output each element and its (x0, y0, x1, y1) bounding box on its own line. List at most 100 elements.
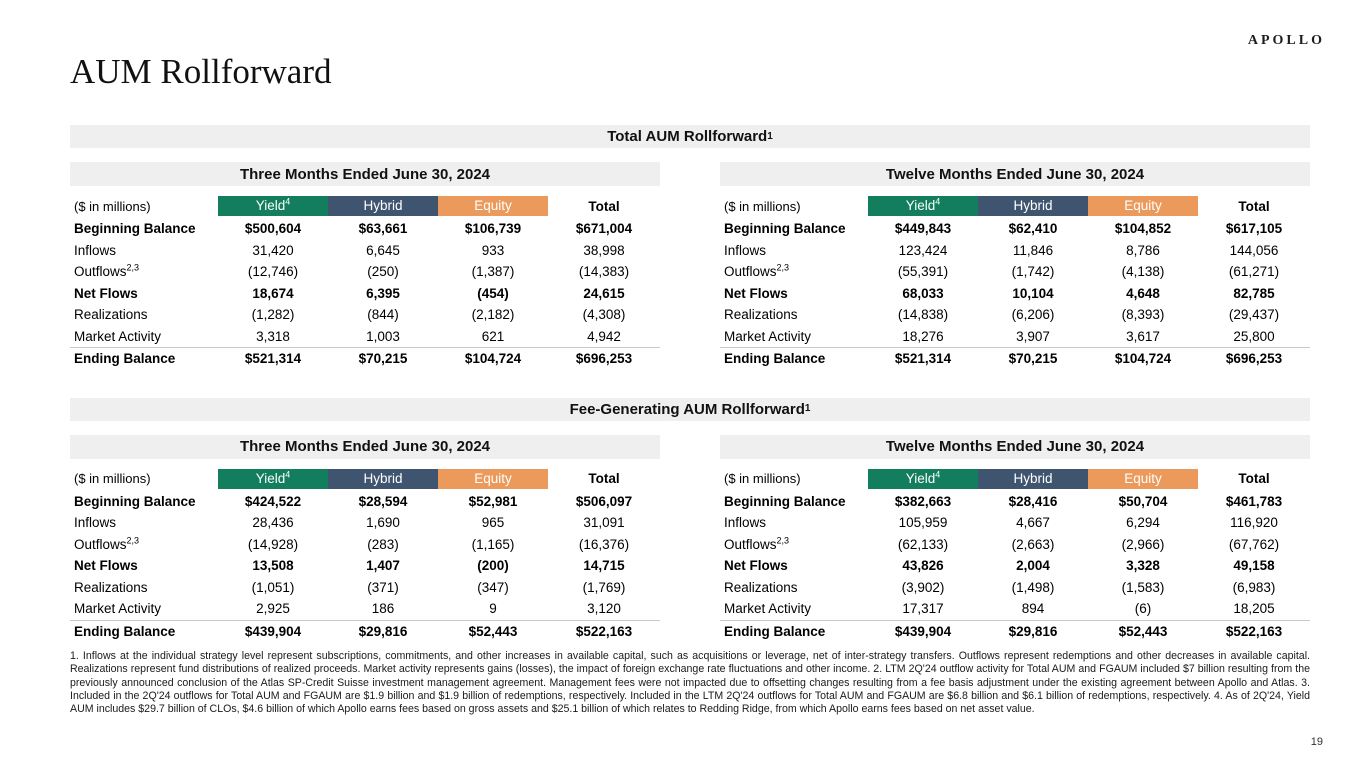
footnotes: 1. Inflows at the individual strategy le… (70, 650, 1310, 716)
row-label: Beginning Balance (74, 221, 196, 237)
column-header-yield: Yield4 (218, 196, 328, 216)
table-row: Net Flows 13,508 1,407 (200) 14,715 (70, 555, 660, 577)
unit-label: ($ in millions) (724, 198, 801, 214)
table-row: Net Flows 43,826 2,004 3,328 49,158 (720, 555, 1310, 577)
table-row: Inflows 28,436 1,690 965 31,091 (70, 512, 660, 534)
table-row: Ending Balance $439,904 $29,816 $52,443 $522… (720, 619, 1310, 643)
table-row: Ending Balance $521,314 $70,215 $104,724 $69… (720, 347, 1310, 370)
column-header-hybrid: Hybrid (978, 468, 1088, 489)
cell-value: 3,907 (1016, 328, 1050, 344)
table-row: Ending Balance $439,904 $29,816 $52,443 $522… (70, 619, 660, 643)
cell-value: 8,786 (1126, 242, 1160, 258)
table-total-aum-three-months: Three Months Ended June 30, 2024 ($ in m… (70, 162, 660, 370)
cell-value: $29,816 (358, 623, 408, 639)
row-label: Inflows (724, 242, 767, 258)
row-label: Beginning Balance (74, 493, 196, 509)
column-header-equity: Equity (1088, 196, 1198, 216)
cell-value: $424,522 (244, 493, 302, 509)
table-row: Outflows2,3 (62,133) (2,663) (2,966) (67,762… (720, 534, 1310, 556)
table-row: Beginning Balance $449,843 $62,410 $104,852… (720, 218, 1310, 240)
cell-value: (1,498) (1011, 579, 1055, 595)
cell-value: (1,282) (251, 307, 295, 323)
cell-value: 965 (481, 515, 505, 531)
table-row: Market Activity 3,318 1,003 621 4,942 (70, 326, 660, 348)
cell-value: 43,826 (902, 558, 944, 574)
column-header-total: Total (588, 198, 620, 214)
column-header-equity: Equity (438, 468, 548, 489)
cell-value: $696,253 (1225, 351, 1283, 367)
column-header-row: ($ in millions) Yield4 Hybrid Equity Total (720, 196, 1310, 216)
cell-value: $104,724 (1114, 351, 1172, 367)
row-label: Market Activity (724, 601, 812, 617)
table-row: Ending Balance $521,314 $70,215 $104,724 $69… (70, 347, 660, 370)
cell-value: (200) (477, 558, 509, 574)
cell-value: 3,617 (1126, 328, 1160, 344)
cell-value: 933 (481, 242, 505, 258)
cell-value: (29,437) (1228, 307, 1280, 323)
cell-value: $28,594 (358, 493, 408, 509)
column-header-hybrid: Hybrid (978, 196, 1088, 216)
cell-value: (14,838) (897, 307, 949, 323)
cell-value: 38,998 (583, 242, 625, 258)
cell-value: (1,165) (471, 536, 515, 552)
page-number: 19 (1310, 736, 1323, 748)
period-header: Twelve Months Ended June 30, 2024 (720, 162, 1310, 186)
table-total-aum-twelve-months: Twelve Months Ended June 30, 2024 ($ in … (720, 162, 1310, 370)
cell-value: 621 (481, 328, 505, 344)
column-header-equity: Equity (438, 196, 548, 216)
cell-value: $52,443 (468, 623, 518, 639)
cell-value: (250) (367, 264, 399, 280)
column-header-hybrid: Hybrid (328, 468, 438, 489)
cell-value: (2,966) (1121, 536, 1165, 552)
cell-value: (1,583) (1121, 579, 1165, 595)
column-header-hybrid: Hybrid (328, 196, 438, 216)
table-row: Realizations (3,902) (1,498) (1,583) (6,983) (720, 577, 1310, 599)
period-header: Three Months Ended June 30, 2024 (70, 434, 660, 459)
cell-value: $50,704 (1118, 493, 1168, 509)
cell-value: $521,314 (894, 351, 952, 367)
column-header-row: ($ in millions) Yield4 Hybrid Equity Total (70, 468, 660, 489)
cell-value: 3,318 (256, 328, 290, 344)
period-header: Twelve Months Ended June 30, 2024 (720, 434, 1310, 459)
cell-value: $521,314 (244, 351, 302, 367)
cell-value: 18,205 (1233, 601, 1275, 617)
cell-value: (14,928) (247, 536, 299, 552)
table-row: Outflows2,3 (14,928) (283) (1,165) (16,376) (70, 534, 660, 556)
row-label: Realizations (74, 579, 148, 595)
table-row: Net Flows 68,033 10,104 4,648 82,785 (720, 283, 1310, 305)
cell-value: 31,420 (252, 242, 294, 258)
table-row: Inflows 31,420 6,645 933 38,998 (70, 240, 660, 262)
cell-value: 31,091 (583, 515, 625, 531)
cell-value: $104,724 (464, 351, 522, 367)
slide-content: Total AUM Rollforward 1 Three Months Ende… (70, 125, 1310, 642)
cell-value: (4,138) (1121, 264, 1165, 280)
cell-value: 186 (371, 601, 395, 617)
section-title: Total AUM Rollforward (607, 128, 768, 145)
row-label: Net Flows (74, 285, 138, 301)
table-row: Market Activity 17,317 894 (6) 18,205 (720, 598, 1310, 620)
column-header-total: Total (1238, 471, 1270, 486)
cell-value: (2,663) (1011, 536, 1055, 552)
cell-value: $63,661 (358, 221, 408, 237)
apollo-logo: APOLLO (1247, 33, 1325, 48)
cell-value: (1,387) (471, 264, 515, 280)
row-label: Market Activity (74, 601, 162, 617)
cell-value: 14,715 (583, 558, 625, 574)
row-label: Market Activity (724, 328, 812, 344)
cell-value: (14,383) (578, 264, 630, 280)
section-title: Fee-Generating AUM Rollforward (569, 400, 805, 418)
cell-value: (61,271) (1228, 264, 1280, 280)
table-row: Market Activity 18,276 3,907 3,617 25,800 (720, 326, 1310, 348)
table-row: Realizations (14,838) (6,206) (8,393) (29,43… (720, 304, 1310, 326)
column-header-total: Total (588, 471, 620, 486)
cell-value: $62,410 (1008, 221, 1058, 237)
table-row: Inflows 123,424 11,846 8,786 144,056 (720, 240, 1310, 262)
cell-value: 3,120 (587, 601, 621, 617)
cell-value: 28,436 (252, 515, 294, 531)
cell-value: $671,004 (575, 221, 633, 237)
cell-value: (2,182) (471, 307, 515, 323)
cell-value: 6,294 (1126, 515, 1160, 531)
cell-value: 4,942 (587, 328, 621, 344)
cell-value: 1,407 (366, 558, 400, 574)
table-row: Outflows2,3 (55,391) (1,742) (4,138) (61,271… (720, 261, 1310, 283)
